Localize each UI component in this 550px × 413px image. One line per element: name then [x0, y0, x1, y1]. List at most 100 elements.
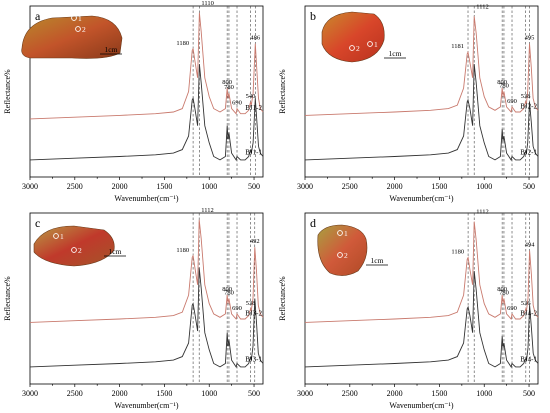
x-tick-label: 2000 — [387, 182, 403, 191]
panel-letter: d — [310, 216, 316, 230]
x-tick-label: 1000 — [201, 182, 217, 191]
y-axis-label: Reflectance% — [3, 69, 12, 114]
peak-label: 1180 — [176, 247, 189, 254]
scale-bar-label: 1cm — [389, 49, 402, 58]
panel-letter: c — [35, 216, 40, 230]
y-axis-label: Reflectance% — [278, 69, 287, 114]
x-tick-label: 1500 — [156, 389, 172, 398]
x-axis-label: Wavenumber(cm⁻¹) — [114, 194, 179, 203]
x-tick-label: 2500 — [67, 389, 83, 398]
x-tick-label: 1500 — [156, 182, 172, 191]
measure-point-label: 1 — [374, 40, 378, 49]
series-label: BJ1-1 — [245, 148, 262, 156]
measure-point-marker — [75, 26, 81, 32]
x-tick-label: 3000 — [297, 389, 313, 398]
peak-label: 800 — [497, 286, 507, 293]
measure-point-label: 1 — [78, 14, 82, 23]
sample-photo-c: 12 — [33, 225, 115, 267]
series-label: BJ2-2 — [520, 102, 537, 110]
measure-point-label: 1 — [344, 229, 348, 238]
peak-label: 1181 — [451, 43, 464, 50]
x-tick-label: 3000 — [297, 182, 313, 191]
x-tick-label: 500 — [248, 182, 260, 191]
series-label: BJ4-1 — [520, 355, 537, 363]
x-axis-label: Wavenumber(cm⁻¹) — [114, 401, 179, 410]
series-line-BJ2-1 — [304, 64, 539, 161]
peak-label: 800 — [222, 79, 232, 86]
measure-point-label: 2 — [82, 25, 86, 34]
series-label: BJ1-2 — [245, 104, 262, 112]
peak-label: 780 — [224, 84, 234, 91]
series-line-BJ3-1 — [29, 267, 264, 368]
x-tick-label: 2000 — [112, 182, 128, 191]
series-line-BJ4-2 — [304, 221, 539, 323]
plot-frame — [304, 212, 539, 385]
peak-label: 1180 — [451, 248, 464, 255]
panel-letter: b — [310, 9, 316, 23]
x-tick-label: 2500 — [67, 182, 83, 191]
measure-point-marker — [337, 252, 343, 258]
measure-point-label: 2 — [356, 44, 360, 53]
sample-photo-a: 12 — [21, 14, 123, 59]
peak-label: 690 — [507, 305, 517, 312]
scale-bar-label: 1cm — [109, 247, 122, 256]
sample-photo-b: 12 — [321, 11, 385, 63]
peak-label: 492 — [250, 238, 260, 245]
x-tick-label: 2000 — [387, 389, 403, 398]
measure-point-label: 2 — [78, 246, 82, 255]
series-line-BJ1-1 — [29, 64, 264, 161]
peak-label: 800 — [497, 79, 507, 86]
series-label: BJ3-1 — [245, 355, 262, 363]
series-line-BJ3-2 — [29, 219, 264, 323]
peak-label: 536 — [521, 300, 532, 307]
peak-label: 1112 — [201, 207, 214, 214]
y-axis-label: Reflectance% — [3, 276, 12, 321]
sample-shape — [33, 225, 115, 267]
measure-point-label: 1 — [60, 232, 64, 241]
x-axis-label: Wavenumber(cm⁻¹) — [389, 401, 454, 410]
peak-label: 1112 — [476, 3, 489, 10]
x-tick-label: 500 — [523, 389, 535, 398]
series-line-BJ4-1 — [304, 271, 539, 368]
x-tick-label: 1500 — [431, 389, 447, 398]
series-label: BJ4-2 — [520, 309, 537, 317]
peak-label: 800 — [222, 286, 232, 293]
x-tick-label: 1000 — [201, 389, 217, 398]
panel-b: 3000 2500 2000 1500 1000 500 Wavenumber(cm⁻¹) R… — [278, 3, 539, 203]
plot-frame — [29, 212, 264, 385]
scale-bar-label: 1cm — [105, 45, 118, 54]
peak-label: 780 — [499, 83, 509, 90]
x-tick-label: 500 — [523, 182, 535, 191]
panel-c: 3000 2500 2000 1500 1000 500 Wavenumber(cm⁻¹) R… — [3, 207, 264, 410]
series-line-BJ1-2 — [29, 12, 264, 120]
peak-label: 780 — [224, 290, 234, 297]
panel-d: 3000 2500 2000 1500 1000 500 Wavenumber(cm⁻¹) R… — [278, 209, 539, 410]
series-line-BJ2-2 — [304, 16, 539, 116]
measure-point-marker — [71, 15, 77, 21]
peak-label: 1110 — [201, 0, 214, 7]
measure-point-marker — [349, 45, 355, 51]
peak-label: 538 — [521, 93, 531, 100]
x-tick-label: 1500 — [431, 182, 447, 191]
plot-frame — [29, 5, 264, 178]
sample-shape — [317, 224, 368, 276]
peak-label: 780 — [499, 290, 509, 297]
peak-label: 540 — [246, 93, 256, 100]
peak-label: 495 — [525, 35, 535, 42]
peak-label: 538 — [246, 300, 256, 307]
panel-letter: a — [35, 9, 41, 23]
y-axis-label: Reflectance% — [278, 276, 287, 321]
series-label: BJ2-1 — [520, 148, 537, 156]
x-tick-label: 500 — [248, 389, 260, 398]
x-tick-label: 1000 — [476, 389, 492, 398]
x-tick-label: 2000 — [112, 389, 128, 398]
sample-shape — [321, 11, 385, 63]
x-tick-label: 1000 — [476, 182, 492, 191]
sample-photo-d: 12 — [317, 224, 368, 276]
measure-point-marker — [367, 41, 373, 47]
measure-point-label: 2 — [344, 251, 348, 260]
series-label: BJ3-2 — [245, 309, 262, 317]
measure-point-marker — [337, 230, 343, 236]
sample-shape — [21, 15, 123, 59]
